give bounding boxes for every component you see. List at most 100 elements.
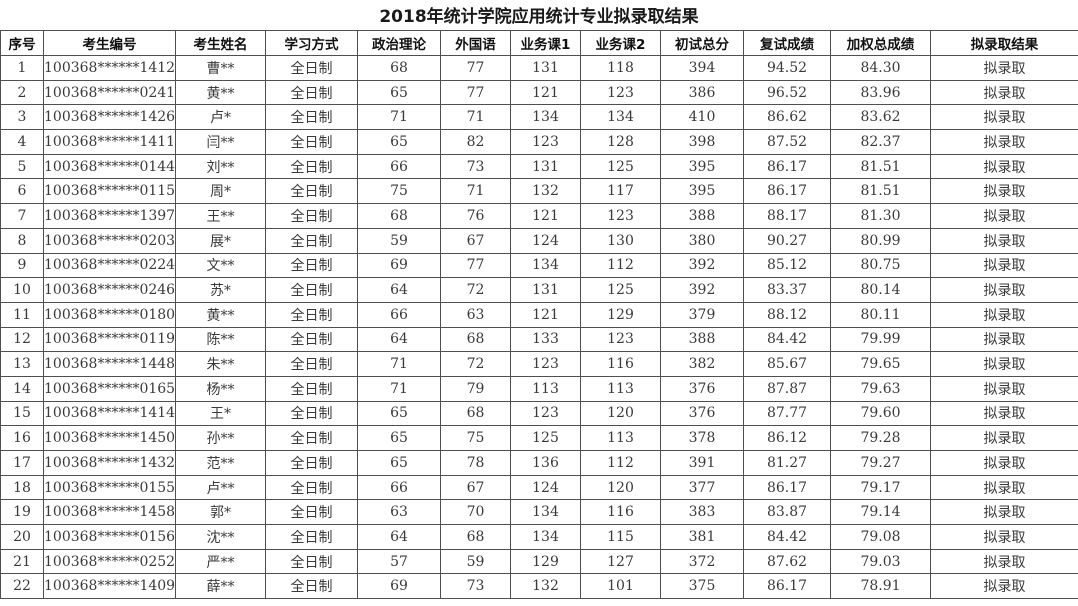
cell-weighted_total: 81.30 (830, 203, 931, 229)
cell-initial_total: 378 (660, 425, 744, 451)
cell-candidate_id: 100368******0224 (43, 252, 176, 279)
cell-initial_total: 392 (660, 277, 744, 303)
cell-study_mode: 全日制 (265, 351, 358, 377)
cell-retest_score: 90.27 (743, 227, 831, 254)
cell-candidate_name: 文** (175, 252, 266, 279)
cell-index: 16 (0, 425, 44, 451)
cell-index: 7 (0, 203, 44, 229)
cell-course1: 133 (510, 326, 581, 353)
cell-study_mode: 全日制 (265, 79, 358, 106)
cell-candidate_name: 黄** (175, 301, 266, 328)
cell-political_theory: 65 (357, 400, 441, 427)
cell-political_theory: 71 (357, 375, 441, 402)
cell-weighted_total: 79.60 (830, 400, 931, 427)
cell-retest_score: 87.62 (743, 548, 831, 575)
table-row: 20 100368******0156 沈** 全日制 64 68 134 115 381 84.… (0, 524, 1078, 550)
cell-foreign_language: 73 (440, 573, 511, 600)
cell-course1: 123 (510, 400, 581, 427)
cell-candidate_name: 周* (175, 178, 266, 205)
cell-political_theory: 71 (357, 104, 441, 131)
cell-weighted_total: 80.99 (830, 227, 931, 254)
cell-foreign_language: 68 (440, 400, 511, 427)
cell-political_theory: 69 (357, 573, 441, 600)
cell-initial_total: 380 (660, 227, 744, 254)
cell-admission_result: 拟录取 (930, 474, 1078, 501)
cell-weighted_total: 81.51 (830, 153, 931, 180)
cell-index: 19 (0, 499, 44, 526)
column-header-course1: 业务课1 (510, 30, 581, 56)
cell-candidate_name: 范** (175, 450, 266, 476)
cell-candidate_id: 100368******1414 (43, 400, 176, 427)
cell-candidate_id: 100368******0155 (43, 474, 176, 501)
cell-initial_total: 394 (660, 55, 744, 81)
cell-political_theory: 66 (357, 474, 441, 501)
cell-weighted_total: 79.14 (830, 499, 931, 526)
cell-initial_total: 388 (660, 203, 744, 229)
cell-initial_total: 386 (660, 79, 744, 106)
cell-course1: 123 (510, 351, 581, 377)
cell-admission_result: 拟录取 (930, 450, 1078, 476)
cell-initial_total: 376 (660, 375, 744, 402)
cell-course1: 129 (510, 548, 581, 575)
column-header-candidate_id: 考生编号 (43, 30, 176, 56)
table-row: 12 100368******0119 陈** 全日制 64 68 133 123 388 84.… (0, 326, 1078, 353)
cell-weighted_total: 83.62 (830, 104, 931, 131)
cell-foreign_language: 76 (440, 203, 511, 229)
cell-candidate_id: 100368******1458 (43, 499, 176, 526)
cell-weighted_total: 79.63 (830, 375, 931, 402)
cell-course1: 134 (510, 499, 581, 526)
table-row: 13 100368******1448 朱** 全日制 71 72 123 116 382 85.… (0, 351, 1078, 377)
cell-course2: 115 (580, 524, 661, 550)
cell-candidate_id: 100368******0119 (43, 326, 176, 353)
cell-course1: 131 (510, 277, 581, 303)
cell-initial_total: 376 (660, 400, 744, 427)
cell-foreign_language: 63 (440, 301, 511, 328)
cell-candidate_name: 沈** (175, 524, 266, 550)
cell-weighted_total: 79.27 (830, 450, 931, 476)
cell-index: 2 (0, 79, 44, 106)
cell-course2: 123 (580, 79, 661, 106)
cell-initial_total: 395 (660, 178, 744, 205)
cell-study_mode: 全日制 (265, 55, 358, 81)
table-row: 18 100368******0155 卢** 全日制 66 67 124 120 377 86.… (0, 474, 1078, 501)
cell-course2: 123 (580, 326, 661, 353)
cell-course2: 118 (580, 55, 661, 81)
cell-course1: 113 (510, 375, 581, 402)
cell-candidate_id: 100368******0165 (43, 375, 176, 402)
table-row: 11 100368******0180 黄** 全日制 66 63 121 129 379 88.… (0, 301, 1078, 328)
cell-candidate_name: 郭* (175, 499, 266, 526)
table-row: 2 100368******0241 黄** 全日制 65 77 121 123 386 96.5… (0, 79, 1078, 106)
cell-foreign_language: 70 (440, 499, 511, 526)
cell-retest_score: 87.77 (743, 400, 831, 427)
table-row: 6 100368******0115 周* 全日制 75 71 132 117 395 86.17… (0, 178, 1078, 205)
table-body: 1 100368******1412 曹** 全日制 68 77 131 118 394 94.5… (0, 55, 1078, 600)
cell-weighted_total: 81.51 (830, 178, 931, 205)
cell-retest_score: 83.37 (743, 277, 831, 303)
cell-weighted_total: 79.17 (830, 474, 931, 501)
cell-retest_score: 85.67 (743, 351, 831, 377)
cell-candidate_name: 黄** (175, 79, 266, 106)
cell-foreign_language: 77 (440, 55, 511, 81)
admission-results-table: 序号 考生编号 考生姓名 学习方式 政治理论 外国语 业务课1 业务课2 初试总分 复试成绩 加权总… (0, 30, 1078, 600)
cell-index: 9 (0, 252, 44, 279)
cell-political_theory: 71 (357, 351, 441, 377)
cell-foreign_language: 59 (440, 548, 511, 575)
cell-candidate_name: 卢** (175, 474, 266, 501)
table-row: 3 100368******1426 卢* 全日制 71 71 134 134 410 86.62… (0, 104, 1078, 131)
cell-foreign_language: 78 (440, 450, 511, 476)
table-row: 8 100368******0203 展* 全日制 59 67 124 130 380 90.27… (0, 227, 1078, 254)
cell-candidate_name: 苏* (175, 277, 266, 303)
cell-study_mode: 全日制 (265, 178, 358, 205)
cell-course1: 125 (510, 425, 581, 451)
cell-admission_result: 拟录取 (930, 55, 1078, 81)
cell-foreign_language: 73 (440, 153, 511, 180)
cell-index: 4 (0, 129, 44, 155)
cell-candidate_id: 100368******1426 (43, 104, 176, 131)
cell-course2: 113 (580, 425, 661, 451)
cell-index: 6 (0, 178, 44, 205)
cell-course2: 129 (580, 301, 661, 328)
cell-index: 3 (0, 104, 44, 131)
cell-initial_total: 383 (660, 499, 744, 526)
cell-candidate_id: 100368******0203 (43, 227, 176, 254)
cell-course1: 131 (510, 55, 581, 81)
